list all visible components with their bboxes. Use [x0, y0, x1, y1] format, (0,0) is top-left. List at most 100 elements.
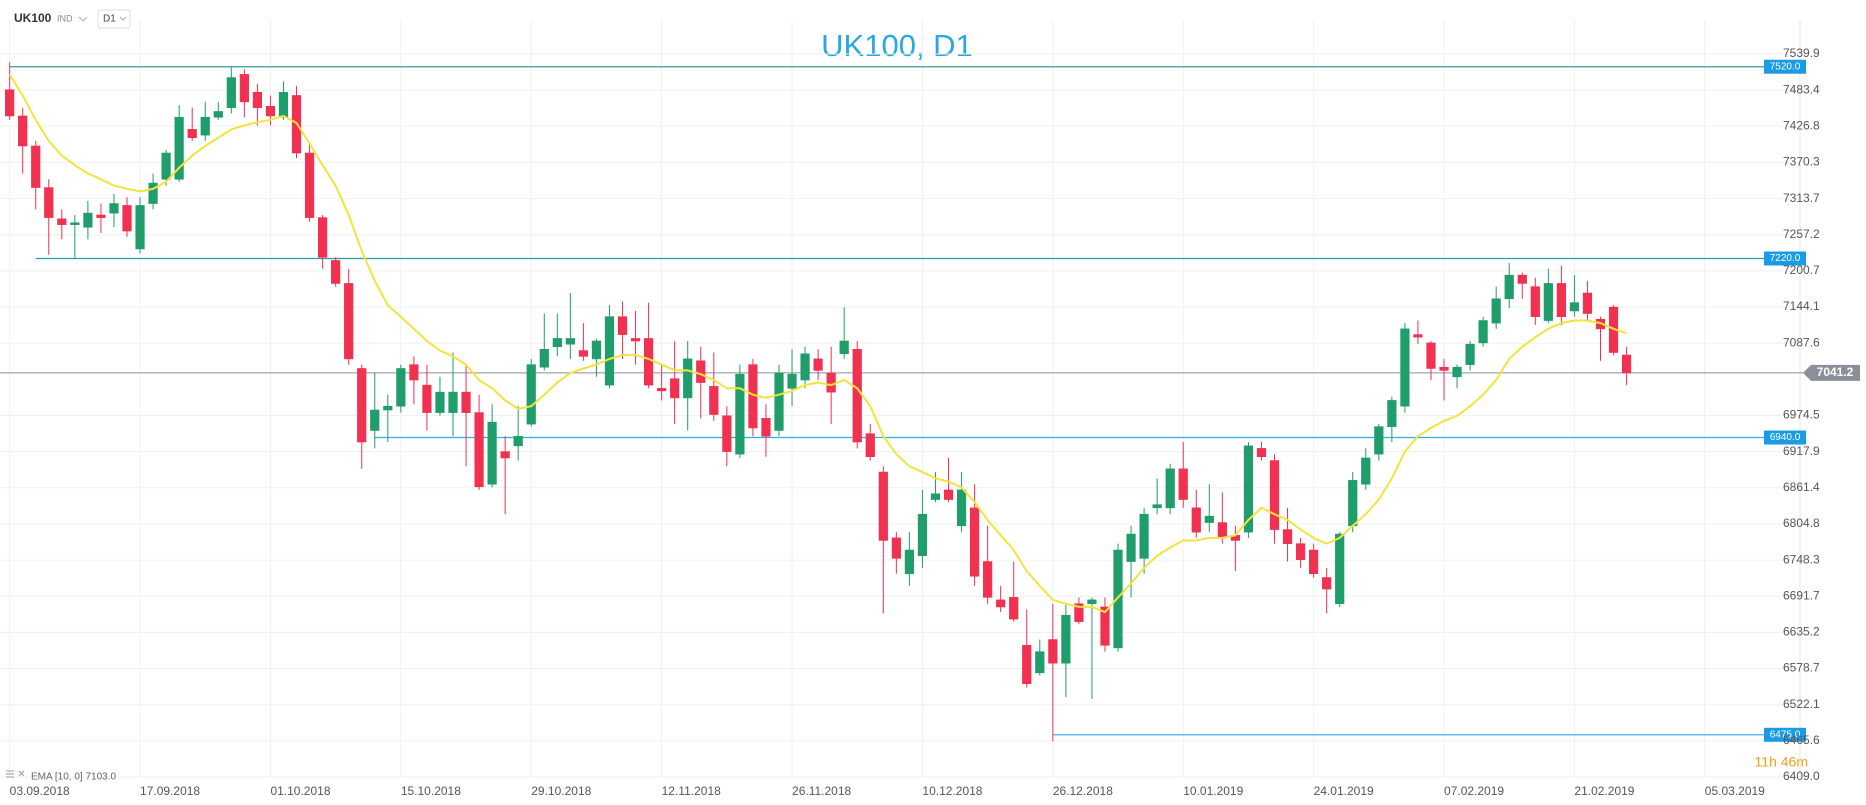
candle-body: [161, 152, 171, 180]
candle-body: [787, 373, 797, 389]
x-tick-label: 15.10.2018: [401, 784, 461, 798]
candle-body: [1165, 468, 1175, 509]
y-tick-label: 7257.2: [1783, 227, 1820, 241]
timeframe[interactable]: D1: [103, 14, 116, 25]
candle-body: [331, 260, 341, 284]
level-label: 6475.0: [1770, 729, 1801, 740]
y-tick-label: 6409.0: [1783, 769, 1820, 783]
candle-body: [969, 507, 980, 577]
candle-body: [813, 358, 823, 371]
y-tick-label: 7370.3: [1783, 155, 1820, 169]
y-tick-label: 6691.7: [1783, 588, 1820, 602]
candle-body: [1465, 343, 1475, 365]
candle-body: [722, 415, 732, 452]
candle-body: [1569, 302, 1580, 312]
y-tick-label: 7087.6: [1783, 335, 1820, 349]
y-tick-label: 6861.4: [1783, 480, 1820, 494]
candle-body: [265, 106, 276, 117]
candle-body: [1517, 274, 1527, 284]
candle-body: [1335, 533, 1345, 605]
candle-body: [696, 360, 706, 383]
candle-body: [578, 350, 588, 357]
candle-body: [1556, 283, 1566, 317]
level-box: [1764, 59, 1806, 74]
y-tick-label: 6635.2: [1783, 625, 1820, 639]
candle-body: [122, 205, 132, 232]
level-box: [1764, 430, 1806, 445]
level-label: 7220.0: [1770, 253, 1801, 264]
candle-body: [983, 561, 993, 598]
candle-body: [709, 386, 719, 415]
candle-body: [865, 433, 875, 458]
candle-body: [683, 358, 693, 399]
candle-body: [474, 412, 484, 488]
candle-body: [1074, 603, 1084, 622]
x-tick-label: 21.02.2019: [1574, 784, 1634, 798]
candle-body: [83, 212, 93, 228]
y-tick-label: 6917.9: [1783, 444, 1820, 458]
caret: [78, 16, 88, 22]
candle-body: [1543, 283, 1553, 321]
candle-body: [591, 340, 602, 360]
x-tick-label: 26.11.2018: [792, 784, 851, 798]
candle-body: [630, 338, 641, 342]
candle-body: [1191, 507, 1201, 533]
x-tick-label: 17.09.2018: [140, 784, 200, 798]
candle-body: [657, 387, 667, 392]
candle-body: [409, 364, 419, 381]
candle-body: [370, 409, 380, 431]
candle-body: [1035, 651, 1045, 674]
candle-body: [852, 348, 862, 443]
candle-body: [1413, 334, 1423, 338]
candle-body: [526, 364, 536, 425]
y-tick-label: 6804.8: [1783, 516, 1820, 530]
candle-body: [891, 537, 901, 559]
candle-body: [1530, 286, 1540, 317]
x-tick-label: 24.01.2019: [1314, 784, 1374, 798]
candle-body: [278, 91, 289, 118]
candle-body: [135, 205, 145, 250]
candle-body: [396, 368, 406, 407]
candle-body: [357, 368, 367, 443]
y-tick-label: 7539.9: [1783, 46, 1820, 60]
timeframe-select[interactable]: [97, 9, 131, 29]
x-tick-label: 26.12.2018: [1053, 784, 1113, 798]
chart-title: UK100, D1: [821, 28, 973, 63]
candle-body: [930, 493, 941, 500]
symbol: UK100: [14, 11, 52, 25]
candle-body: [213, 111, 223, 118]
candle-body: [1582, 292, 1593, 314]
candle-body: [1478, 320, 1488, 344]
candle-body: [1295, 543, 1306, 560]
y-tick-label: 7426.8: [1783, 118, 1820, 132]
candle-body: [226, 77, 236, 108]
candle-body: [239, 74, 249, 103]
marks: 7520.0 7220.0 6940.0 6475.0 7041.2: [0, 59, 1860, 742]
candle-body: [826, 372, 836, 393]
x-tick-label: 10.12.2018: [922, 784, 982, 798]
candle-body: [917, 513, 928, 557]
candle-body: [539, 348, 549, 368]
candle-body: [1309, 549, 1319, 574]
indicator-legend: EMA [10, 0] 7103.0: [31, 772, 116, 783]
candle-body: [1361, 457, 1371, 485]
y-tick-label: 6522.1: [1783, 697, 1820, 711]
candle-body: [565, 338, 575, 345]
candle-body: [422, 384, 432, 413]
y-tick-label: 6748.3: [1783, 552, 1820, 566]
candle-body: [1439, 366, 1449, 371]
y-tick-label: 7144.1: [1783, 299, 1820, 313]
candle-body: [148, 182, 158, 204]
candle-body: [1217, 522, 1227, 539]
candle-body: [1322, 577, 1332, 590]
candle-body: [200, 116, 210, 136]
candle-body: [617, 316, 628, 335]
candle-body: [904, 549, 914, 574]
candle-body: [1374, 426, 1384, 455]
candle-body: [996, 599, 1006, 608]
candle-body: [109, 203, 119, 214]
candle-body: [252, 91, 263, 108]
candle-body: [1243, 445, 1254, 533]
y-tick-label: 6578.7: [1783, 661, 1820, 675]
y-tick-label: 6974.5: [1783, 408, 1820, 422]
